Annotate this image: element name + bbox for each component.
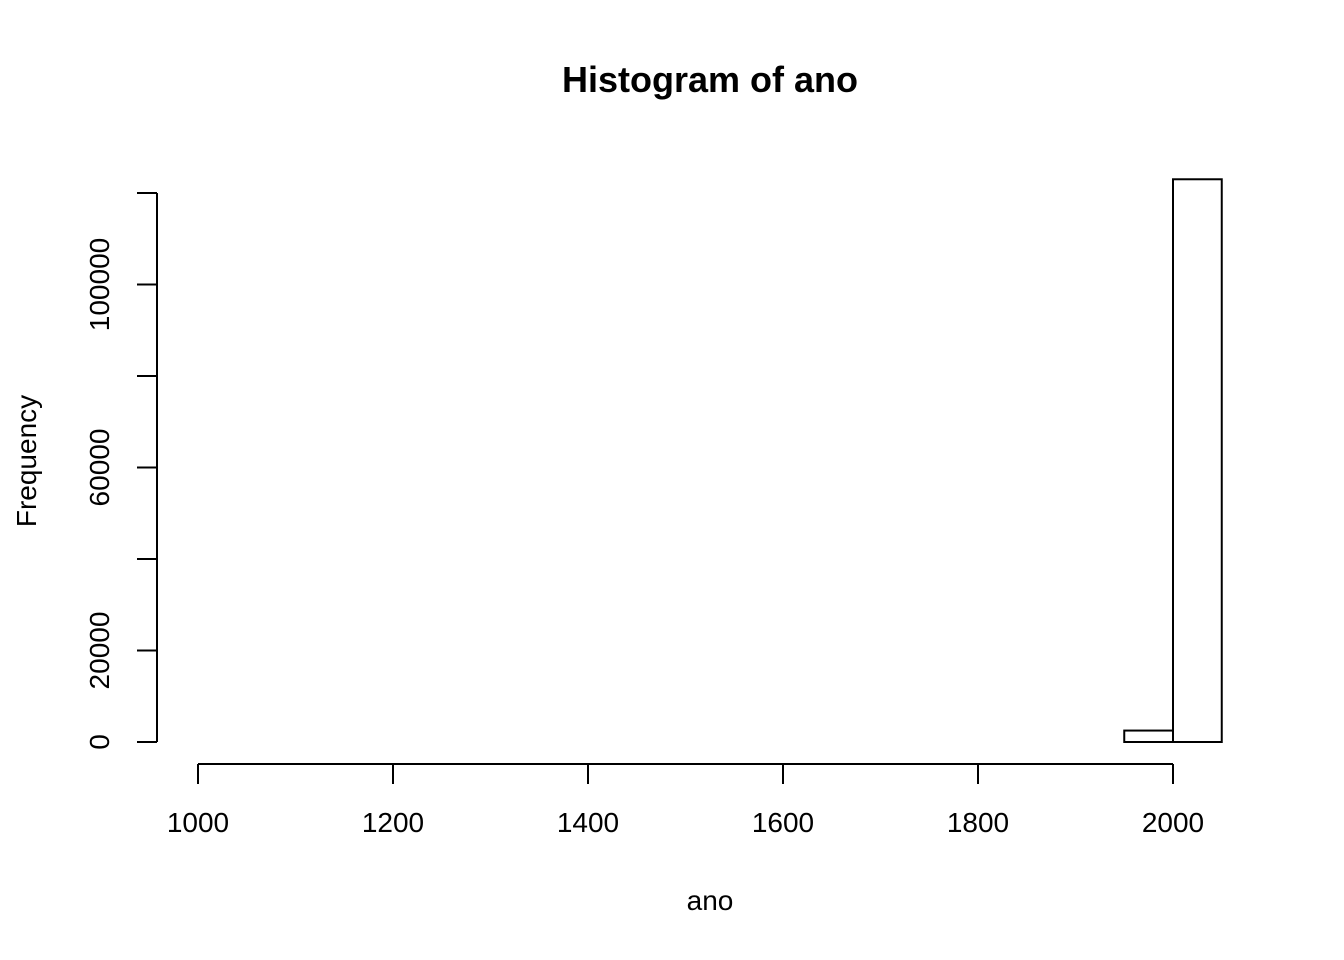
x-tick-label: 2000: [1142, 807, 1204, 838]
y-tick-label: 0: [84, 734, 115, 750]
x-tick-label: 1400: [557, 807, 619, 838]
histogram-bar: [1172, 178, 1223, 743]
x-axis-label: ano: [687, 885, 734, 916]
x-tick-label: 1200: [362, 807, 424, 838]
y-tick-label: 100000: [84, 238, 115, 331]
histogram-bars: [1123, 178, 1223, 743]
x-tick-label: 1600: [752, 807, 814, 838]
y-axis: 0 20000 60000 100000: [84, 192, 158, 750]
y-tick-label: 60000: [84, 429, 115, 507]
histogram-bar: [1123, 729, 1174, 743]
y-axis-label: Frequency: [11, 395, 42, 527]
x-axis: 1000 1200 1400 1600 1800 2000: [167, 763, 1204, 838]
y-tick-label: 20000: [84, 612, 115, 690]
x-tick-label: 1800: [947, 807, 1009, 838]
chart-title: Histogram of ano: [562, 59, 858, 100]
x-tick-label: 1000: [167, 807, 229, 838]
